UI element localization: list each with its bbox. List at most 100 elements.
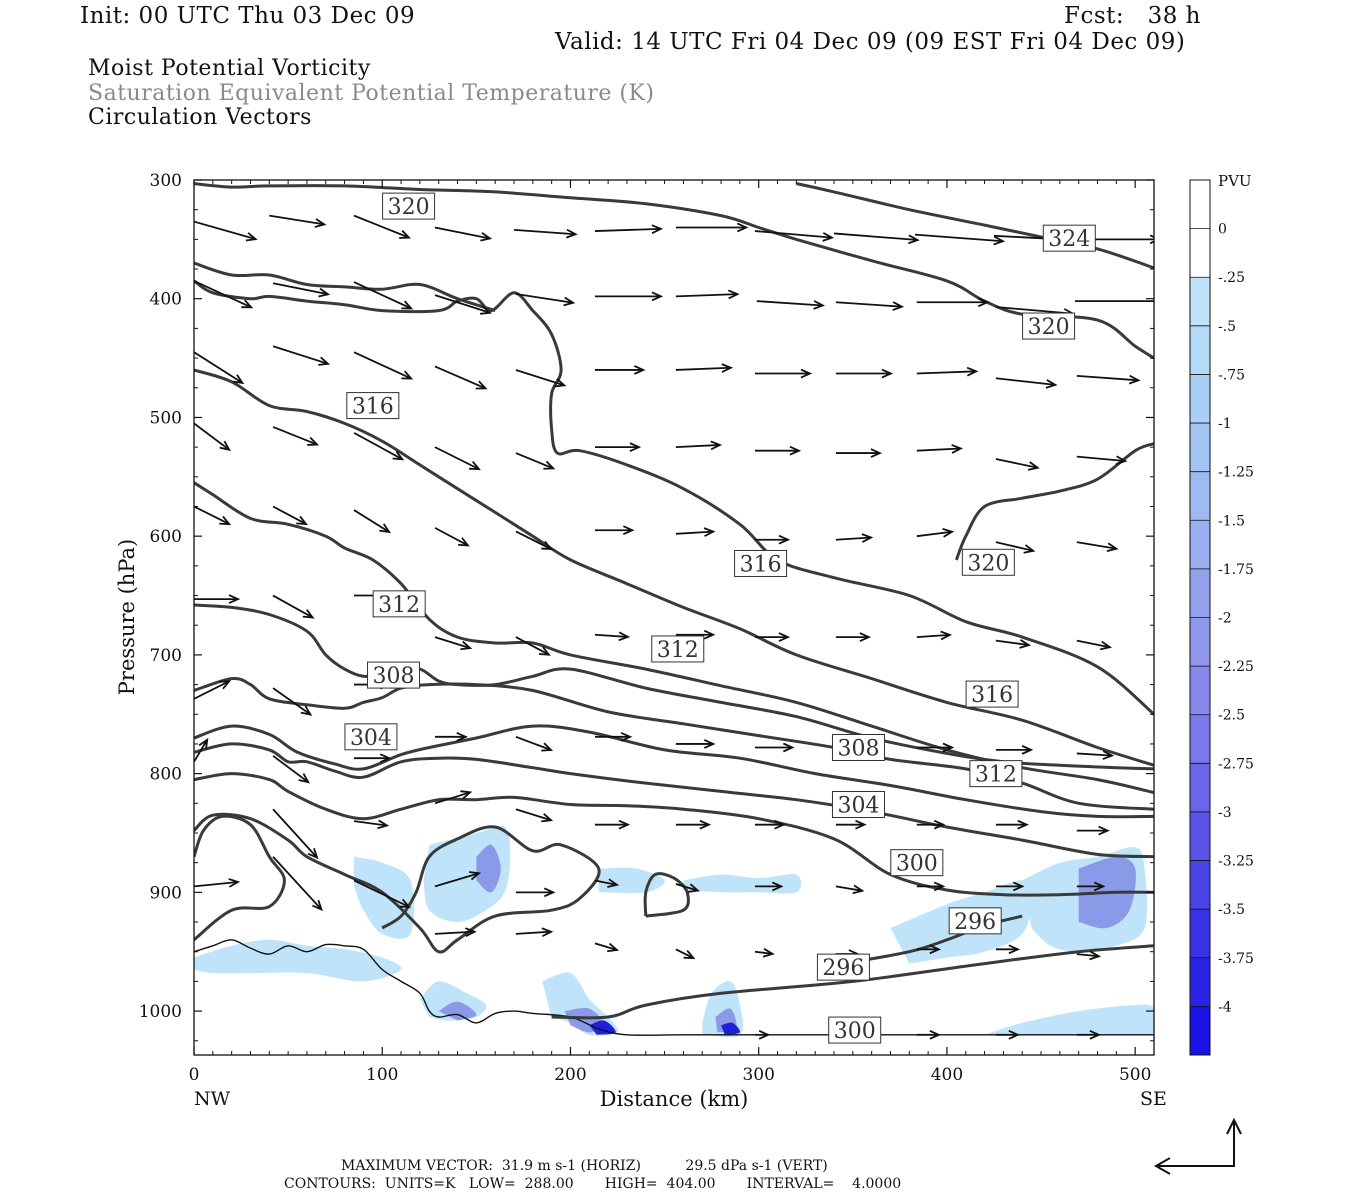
colorbar-label: -2.25	[1218, 659, 1254, 675]
colorbar-label: -1.5	[1218, 513, 1245, 529]
circulation-vector	[675, 440, 723, 451]
circulation-vector	[835, 819, 867, 830]
circulation-vector	[835, 632, 872, 642]
colorbar-swatch	[1190, 860, 1210, 910]
theta-es-contour	[194, 939, 1154, 1036]
circulation-vector	[914, 233, 1006, 246]
circulation-vector	[515, 369, 567, 388]
colorbar-swatch	[1190, 909, 1210, 959]
theta-es-contour	[194, 481, 1154, 795]
circulation-vector	[1076, 639, 1112, 651]
circulation-vector	[995, 541, 1036, 554]
circulation-vector	[594, 365, 646, 375]
colorbar-label: -2.75	[1218, 756, 1254, 772]
circulation-vector	[916, 528, 955, 538]
x-tick-label: 100	[366, 1065, 398, 1085]
circulation-vector	[434, 871, 482, 888]
title-theta-es: Saturation Equivalent Potential Temperat…	[88, 81, 655, 106]
colorbar-frame	[1189, 179, 1211, 1056]
circulation-vector	[515, 293, 576, 307]
contour-label: 312	[651, 635, 705, 663]
x-end-right: SE	[1140, 1088, 1167, 1110]
theta-es-contour	[194, 812, 601, 954]
contour-label: 296	[948, 907, 1002, 935]
circulation-vector	[754, 368, 813, 379]
circulation-vector	[754, 742, 795, 753]
circulation-vector	[354, 590, 388, 601]
circulation-vector	[272, 594, 315, 619]
circulation-vector	[1076, 950, 1102, 961]
svg-text:320: 320	[1028, 315, 1070, 340]
theta-es-contour	[194, 724, 1154, 819]
circulation-vector	[513, 228, 578, 239]
circulation-vector	[675, 739, 716, 749]
colorbar-swatch	[1190, 714, 1210, 764]
colorbar-swatch	[1190, 763, 1210, 813]
colorbar-swatch	[1190, 228, 1210, 278]
circulation-vector	[194, 680, 232, 700]
plot-frame	[193, 179, 1155, 1056]
colorbar-label: -2	[1218, 611, 1232, 627]
contour-label: 312	[372, 590, 426, 618]
circulation-vector	[995, 944, 1021, 955]
circulation-vector	[675, 948, 696, 960]
colorbar-label: -.25	[1218, 270, 1245, 286]
colorbar-label: -3.25	[1218, 854, 1254, 870]
circulation-vector	[995, 819, 1029, 830]
contour-label: 296	[816, 953, 870, 981]
circulation-vector	[194, 594, 241, 604]
theta-es-contour	[194, 814, 286, 941]
circulation-vector	[754, 445, 802, 456]
circulation-vector	[353, 879, 411, 908]
x-tick-label: 0	[189, 1065, 200, 1085]
x-tick-label: 300	[742, 1065, 774, 1085]
contour-label: 324	[1042, 224, 1096, 252]
circulation-vector	[995, 639, 1032, 649]
theta-es-contour	[194, 261, 496, 313]
circulation-vector	[835, 1029, 861, 1040]
circulation-vector	[995, 745, 1034, 755]
circulation-vector	[434, 365, 488, 390]
theta-es-contour	[194, 368, 1154, 767]
svg-text:320: 320	[967, 551, 1009, 576]
svg-text:312: 312	[657, 638, 699, 663]
theta-es-contours	[194, 182, 1154, 1036]
mpv-shade-region	[419, 981, 487, 1021]
colorbar-swatch	[1190, 180, 1210, 230]
colorbar-swatch	[1190, 325, 1210, 375]
init-time: Init: 00 UTC Thu 03 Dec 09	[80, 3, 416, 29]
theta-es-contour	[194, 279, 1154, 716]
colorbar-label: -3	[1218, 805, 1232, 821]
circulation-vector	[993, 234, 1080, 245]
colorbar-swatch	[1190, 568, 1210, 618]
mpv-shade-region	[1022, 846, 1148, 952]
svg-text:312: 312	[975, 763, 1017, 788]
circulation-vector	[272, 755, 311, 784]
circulation-vector	[916, 444, 964, 454]
circulation-vectors	[194, 214, 1154, 1040]
circulation-vector	[515, 735, 554, 752]
circulation-vector	[1076, 881, 1106, 892]
mpv-shade-region	[589, 1020, 616, 1035]
contour-label: 316	[965, 680, 1019, 708]
circulation-vector	[194, 505, 232, 526]
mpv-shade-region	[438, 1001, 477, 1021]
colorbar-swatch	[1190, 374, 1210, 424]
colorbar-swatch	[1190, 617, 1210, 667]
svg-text:300: 300	[834, 1019, 876, 1044]
circulation-vector	[272, 426, 320, 446]
svg-text:312: 312	[378, 593, 420, 618]
circulation-vector	[835, 742, 876, 753]
circulation-vector	[835, 368, 894, 379]
mpv-shade-region	[542, 972, 619, 1036]
svg-text:316: 316	[971, 683, 1013, 708]
circulation-vector	[1076, 374, 1141, 385]
circulation-vector	[272, 282, 331, 298]
circulation-vector	[835, 884, 865, 895]
mpv-shade-region	[423, 825, 511, 922]
svg-text:308: 308	[373, 664, 415, 689]
colorbar-swatch	[1190, 277, 1210, 327]
colorbar-label: -4	[1218, 999, 1232, 1015]
circulation-vector	[269, 214, 327, 228]
